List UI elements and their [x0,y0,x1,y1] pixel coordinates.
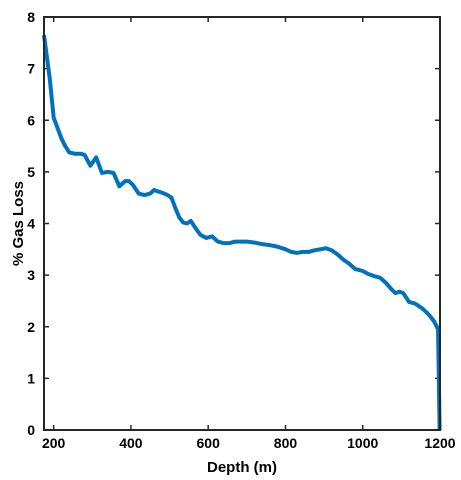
y-axis-label: % Gas Loss [10,181,27,266]
y-tick-label: 5 [27,164,35,180]
y-tick-label: 3 [27,267,35,283]
x-tick-label: 1200 [424,435,455,451]
y-tick-label: 2 [27,319,35,335]
series-line [42,34,442,431]
x-tick-label: 200 [42,435,66,451]
plot-area [44,17,440,430]
y-tick-label: 7 [27,61,35,77]
x-tick-label: 400 [119,435,143,451]
x-tick-label: 600 [197,435,221,451]
plot-border [43,16,441,431]
x-axis-label: Depth (m) [207,459,277,476]
y-tick-label: 0 [27,422,35,438]
y-tick-label: 6 [27,112,35,128]
tick-labels: 200 400 600 800 1000 1200 0 1 2 3 4 5 6 7 8 [27,9,456,451]
y-tick-label: 4 [27,216,35,232]
y-tick-label: 1 [27,370,35,386]
y-tick-label: 8 [27,9,35,25]
data-series [42,34,442,431]
x-tick-label: 1000 [347,435,378,451]
x-tick-label: 800 [274,435,298,451]
